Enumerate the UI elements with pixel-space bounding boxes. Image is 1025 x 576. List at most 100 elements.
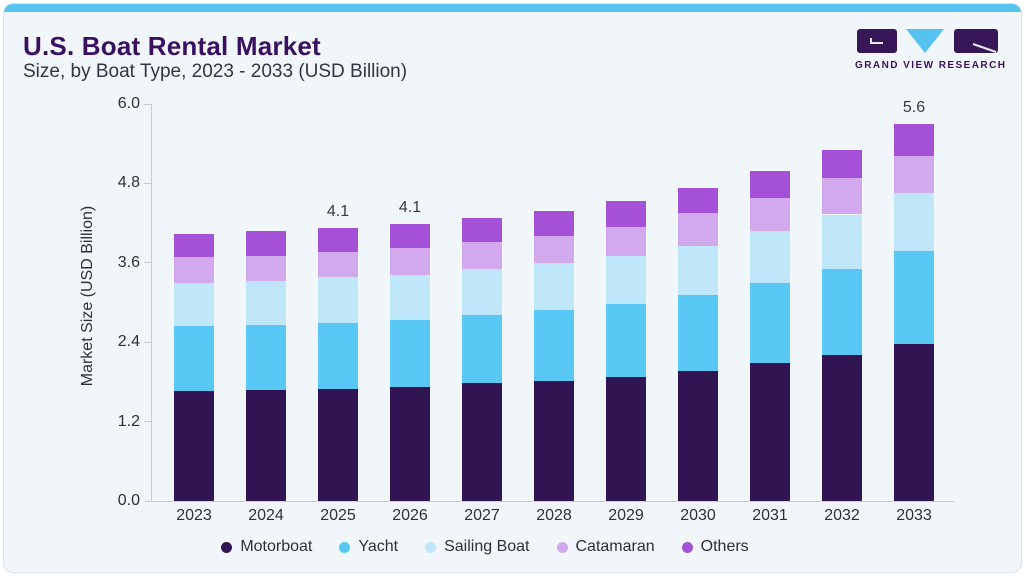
bar-segment-others-2031 <box>750 170 790 198</box>
y-tick-label: 2.4 <box>117 333 140 351</box>
legend-dot-icon <box>339 541 351 553</box>
bar-segment-others-2024 <box>246 231 286 257</box>
bar-2023 <box>174 234 214 501</box>
chart-card: U.S. Boat Rental Market Size, by Boat Ty… <box>3 3 1022 573</box>
bar-segment-catamaran-2033 <box>894 155 934 193</box>
x-tick-label-2024: 2024 <box>248 507 284 524</box>
bar-segment-motorboat-2028 <box>534 380 574 501</box>
x-tick-label-2032: 2032 <box>824 507 860 524</box>
bar-segment-yacht-2026 <box>390 320 430 387</box>
y-tick-label: 3.6 <box>117 253 140 271</box>
bar-2033 <box>894 123 934 501</box>
bar-2028 <box>534 211 574 501</box>
bar-value-label-2033: 5.6 <box>902 98 926 116</box>
x-tick-label-2027: 2027 <box>464 507 500 524</box>
bar-segment-yacht-2023 <box>174 325 214 392</box>
x-axis-line <box>145 501 954 502</box>
bar-segment-yacht-2029 <box>606 303 646 377</box>
bar-segment-catamaran-2027 <box>462 241 502 270</box>
bar-segment-sailing-boat-2033 <box>894 192 934 251</box>
legend-item-motorboat: Motorboat <box>221 538 312 556</box>
bar-segment-yacht-2033 <box>894 250 934 344</box>
legend-item-others: Others <box>681 538 749 556</box>
bar-segment-catamaran-2024 <box>246 256 286 281</box>
bar-segment-motorboat-2023 <box>174 391 214 501</box>
bar-2032 <box>822 149 862 501</box>
x-tick-label-2033: 2033 <box>896 507 932 524</box>
logo-g-glyph-stem-icon <box>870 38 872 44</box>
bar-segment-others-2027 <box>462 218 502 242</box>
page-subtitle: Size, by Boat Type, 2023 - 2033 (USD Bil… <box>23 61 408 82</box>
bar-2030 <box>678 188 718 501</box>
legend-item-catamaran: Catamaran <box>556 538 655 556</box>
logo-g-block <box>857 29 897 53</box>
legend-dot-icon <box>425 541 437 553</box>
bar-segment-others-2033 <box>894 123 934 156</box>
bar-2029 <box>606 200 646 501</box>
bar-segment-catamaran-2029 <box>606 227 646 256</box>
legend-dot-icon <box>556 541 568 553</box>
y-tick-label: 4.8 <box>117 174 140 192</box>
x-tick-label-2025: 2025 <box>320 507 356 524</box>
bar-segment-motorboat-2032 <box>822 354 862 501</box>
logo-r-block <box>954 29 998 53</box>
legend-label: Others <box>700 538 749 555</box>
bar-segment-catamaran-2028 <box>534 236 574 264</box>
bar-segment-sailing-boat-2030 <box>678 246 718 295</box>
bar-segment-sailing-boat-2029 <box>606 255 646 304</box>
y-axis-line <box>151 104 152 501</box>
bar-2026 <box>390 224 430 501</box>
legend-label: Catamaran <box>575 538 655 555</box>
bar-segment-motorboat-2025 <box>318 388 358 501</box>
bar-segment-catamaran-2025 <box>318 251 358 278</box>
bar-segment-sailing-boat-2024 <box>246 280 286 325</box>
bar-segment-catamaran-2031 <box>750 197 790 232</box>
bar-segment-motorboat-2026 <box>390 386 430 501</box>
bar-segment-sailing-boat-2031 <box>750 231 790 284</box>
bar-segment-others-2025 <box>318 227 358 252</box>
bar-segment-others-2026 <box>390 224 430 249</box>
logo-g-glyph-icon <box>870 42 883 44</box>
bar-segment-catamaran-2023 <box>174 256 214 283</box>
top-accent-bar <box>4 4 1021 12</box>
bar-segment-yacht-2028 <box>534 310 574 381</box>
bar-segment-motorboat-2030 <box>678 370 718 501</box>
y-tick-mark <box>144 182 151 184</box>
bar-segment-yacht-2031 <box>750 283 790 364</box>
bar-segment-catamaran-2026 <box>390 248 430 276</box>
bar-2031 <box>750 170 790 501</box>
chart-legend: Motorboat Yacht Sailing Boat Catamaran Other… <box>4 538 966 556</box>
bar-segment-motorboat-2031 <box>750 363 790 501</box>
legend-item-yacht: Yacht <box>339 538 398 556</box>
bar-segment-yacht-2030 <box>678 294 718 371</box>
logo-v-triangle-icon <box>906 29 944 53</box>
y-tick-label: 0.0 <box>117 492 140 509</box>
legend-item-sailing-boat: Sailing Boat <box>425 538 530 556</box>
y-tick-mark <box>144 103 151 105</box>
y-tick-label: 6.0 <box>117 95 140 112</box>
y-tick-label: 1.2 <box>117 412 140 430</box>
bar-segment-sailing-boat-2023 <box>174 282 214 326</box>
bar-segment-yacht-2025 <box>318 323 358 389</box>
y-tick-mark <box>144 421 151 423</box>
bar-2025 <box>318 227 358 501</box>
bar-segment-motorboat-2024 <box>246 389 286 501</box>
x-tick-label-2030: 2030 <box>680 507 716 524</box>
legend-dot-icon <box>681 541 693 553</box>
x-tick-label-2023: 2023 <box>176 507 212 524</box>
y-axis-title: Market Size (USD Billion) <box>79 205 96 387</box>
bar-segment-others-2032 <box>822 149 862 179</box>
bar-segment-yacht-2032 <box>822 268 862 355</box>
bar-segment-sailing-boat-2025 <box>318 277 358 323</box>
y-tick-mark <box>144 341 151 343</box>
legend-dot-icon <box>221 541 233 553</box>
bar-value-label-2025: 4.1 <box>326 202 350 220</box>
bar-segment-motorboat-2033 <box>894 343 934 501</box>
bar-segment-sailing-boat-2027 <box>462 269 502 316</box>
legend-label: Sailing Boat <box>444 538 530 555</box>
legend-label: Motorboat <box>240 538 313 555</box>
legend-label: Yacht <box>358 538 399 555</box>
logo-r-glyph-icon <box>972 43 997 53</box>
bar-segment-sailing-boat-2026 <box>390 275 430 321</box>
